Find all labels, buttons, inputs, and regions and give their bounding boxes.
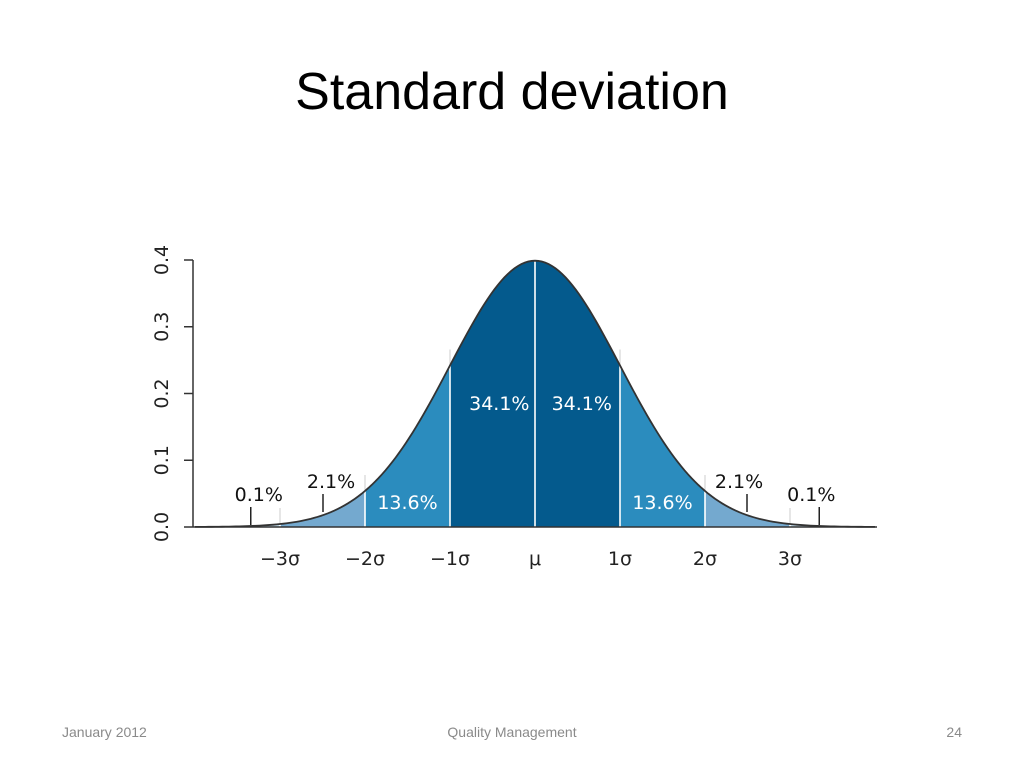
- y-tick-label-3: 0.3: [151, 312, 173, 342]
- y-tick-label-0: 0.0: [151, 512, 173, 542]
- footer-date: January 2012: [62, 724, 147, 740]
- region-band-1: [280, 490, 365, 527]
- y-tick-label-2: 0.2: [151, 378, 173, 408]
- region-label-1: 2.1%: [307, 471, 355, 493]
- x-tick-label-1: −2σ: [345, 548, 385, 570]
- x-tick-label-4: 1σ: [608, 548, 632, 570]
- page-number: 24: [946, 724, 962, 740]
- region-label-7: 0.1%: [787, 484, 835, 506]
- region-label-6: 2.1%: [715, 471, 763, 493]
- region-band-6: [705, 490, 790, 527]
- region-label-3: 34.1%: [469, 393, 529, 415]
- x-tick-label-3: μ: [529, 548, 541, 570]
- x-tick-label-6: 3σ: [778, 548, 802, 570]
- region-label-4: 34.1%: [552, 393, 612, 415]
- region-label-2: 13.6%: [377, 492, 437, 514]
- normal-distribution-chart: 0.0 0.1 0.2 0.3 0.4 −3σ −2σ −1σ μ 1σ 2σ 3σ 0.1% 2.1% 1…: [151, 245, 877, 570]
- y-tick-label-1: 0.1: [151, 445, 173, 475]
- region-label-0: 0.1%: [235, 484, 283, 506]
- slide-title: Standard deviation: [295, 63, 729, 121]
- region-label-5: 13.6%: [632, 492, 692, 514]
- x-tick-label-2: −1σ: [430, 548, 470, 570]
- y-tick-label-4: 0.4: [151, 245, 173, 275]
- x-tick-label-0: −3σ: [260, 548, 300, 570]
- density-curve: [194, 259, 876, 528]
- footer-title: Quality Management: [447, 724, 577, 740]
- x-tick-label-5: 2σ: [693, 548, 717, 570]
